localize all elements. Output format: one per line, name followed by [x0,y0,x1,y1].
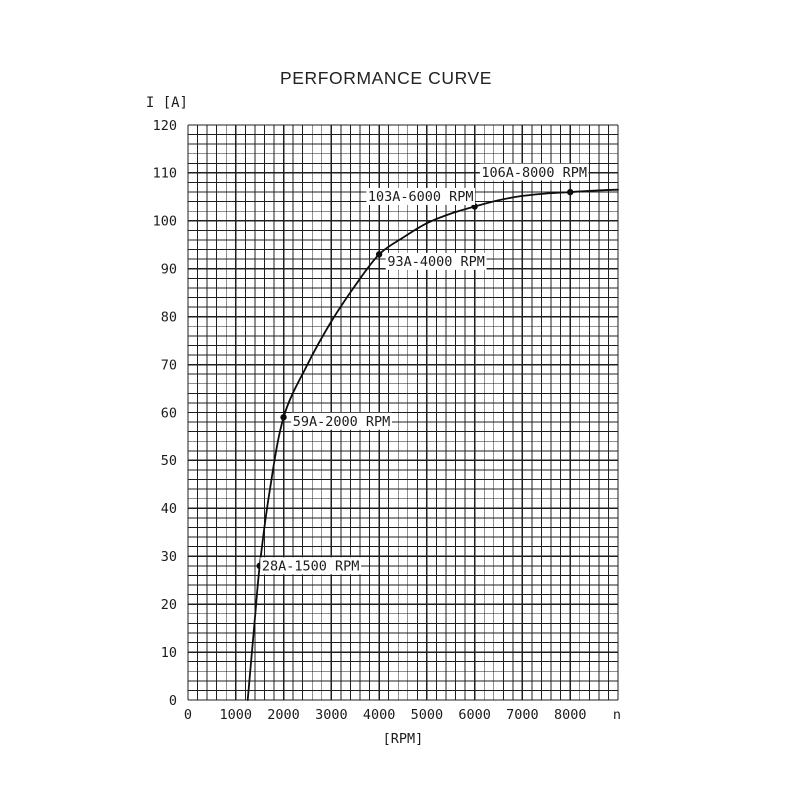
y-tick-label: 40 [161,501,177,517]
x-tick-label: 7000 [506,707,539,723]
y-tick-label: 60 [161,405,177,421]
data-point-marker [375,251,383,258]
point-label-box [385,252,487,270]
point-label-box [366,187,476,205]
x-tick-label: 4000 [363,707,396,723]
y-tick-label: 100 [153,214,177,230]
point-label-box [479,163,589,181]
y-tick-label: 20 [161,597,177,613]
point-label-text: 93A-4000 RPM [387,254,485,270]
point-label-box [260,557,362,575]
x-tick-label: 6000 [458,707,491,723]
point-label-text: 106A-8000 RPM [481,165,587,181]
point-label-text: 28A-1500 RPM [262,559,360,575]
y-tick-label: 120 [153,118,177,134]
curve-path [246,188,619,701]
x-tick-label: 3000 [315,707,348,723]
x-tick-label: 8000 [554,707,587,723]
point-label-text: 59A-2000 RPM [293,414,391,430]
x-axis-end-label: n [613,707,621,723]
performance-curve [246,188,619,701]
point-label-box [291,412,392,430]
x-tick-label: 1000 [220,707,253,723]
point-labels: 28A-1500 RPM 59A-2000 RPM 93A-4000 RPM 103A… [260,163,589,575]
x-tick-label: 0 [184,707,192,723]
y-tick-label: 50 [161,453,177,469]
data-points [256,188,574,570]
y-tick-label: 90 [161,262,177,278]
x-tick-label: 2000 [267,707,300,723]
axis-ticks: 0 10 20 30 40 50 60 70 80 90 100 110 120 0 1000 2000 300… [153,118,587,723]
y-tick-label: 10 [161,645,177,661]
data-point-marker [280,414,287,421]
y-tick-label: 30 [161,549,177,565]
y-tick-label: 70 [161,357,177,373]
y-tick-label: 110 [153,166,177,182]
grid [187,124,619,701]
y-tick-label: 80 [161,309,177,325]
y-axis-title: I [A] [145,95,188,111]
chart-title: PERFORMANCE CURVE [279,68,493,88]
y-tick-label: 0 [169,693,177,709]
data-point-marker [567,188,574,196]
point-label-text: 103A-6000 RPM [368,189,474,205]
x-tick-label: 5000 [411,707,444,723]
x-axis-title: [RPM] [382,731,424,747]
